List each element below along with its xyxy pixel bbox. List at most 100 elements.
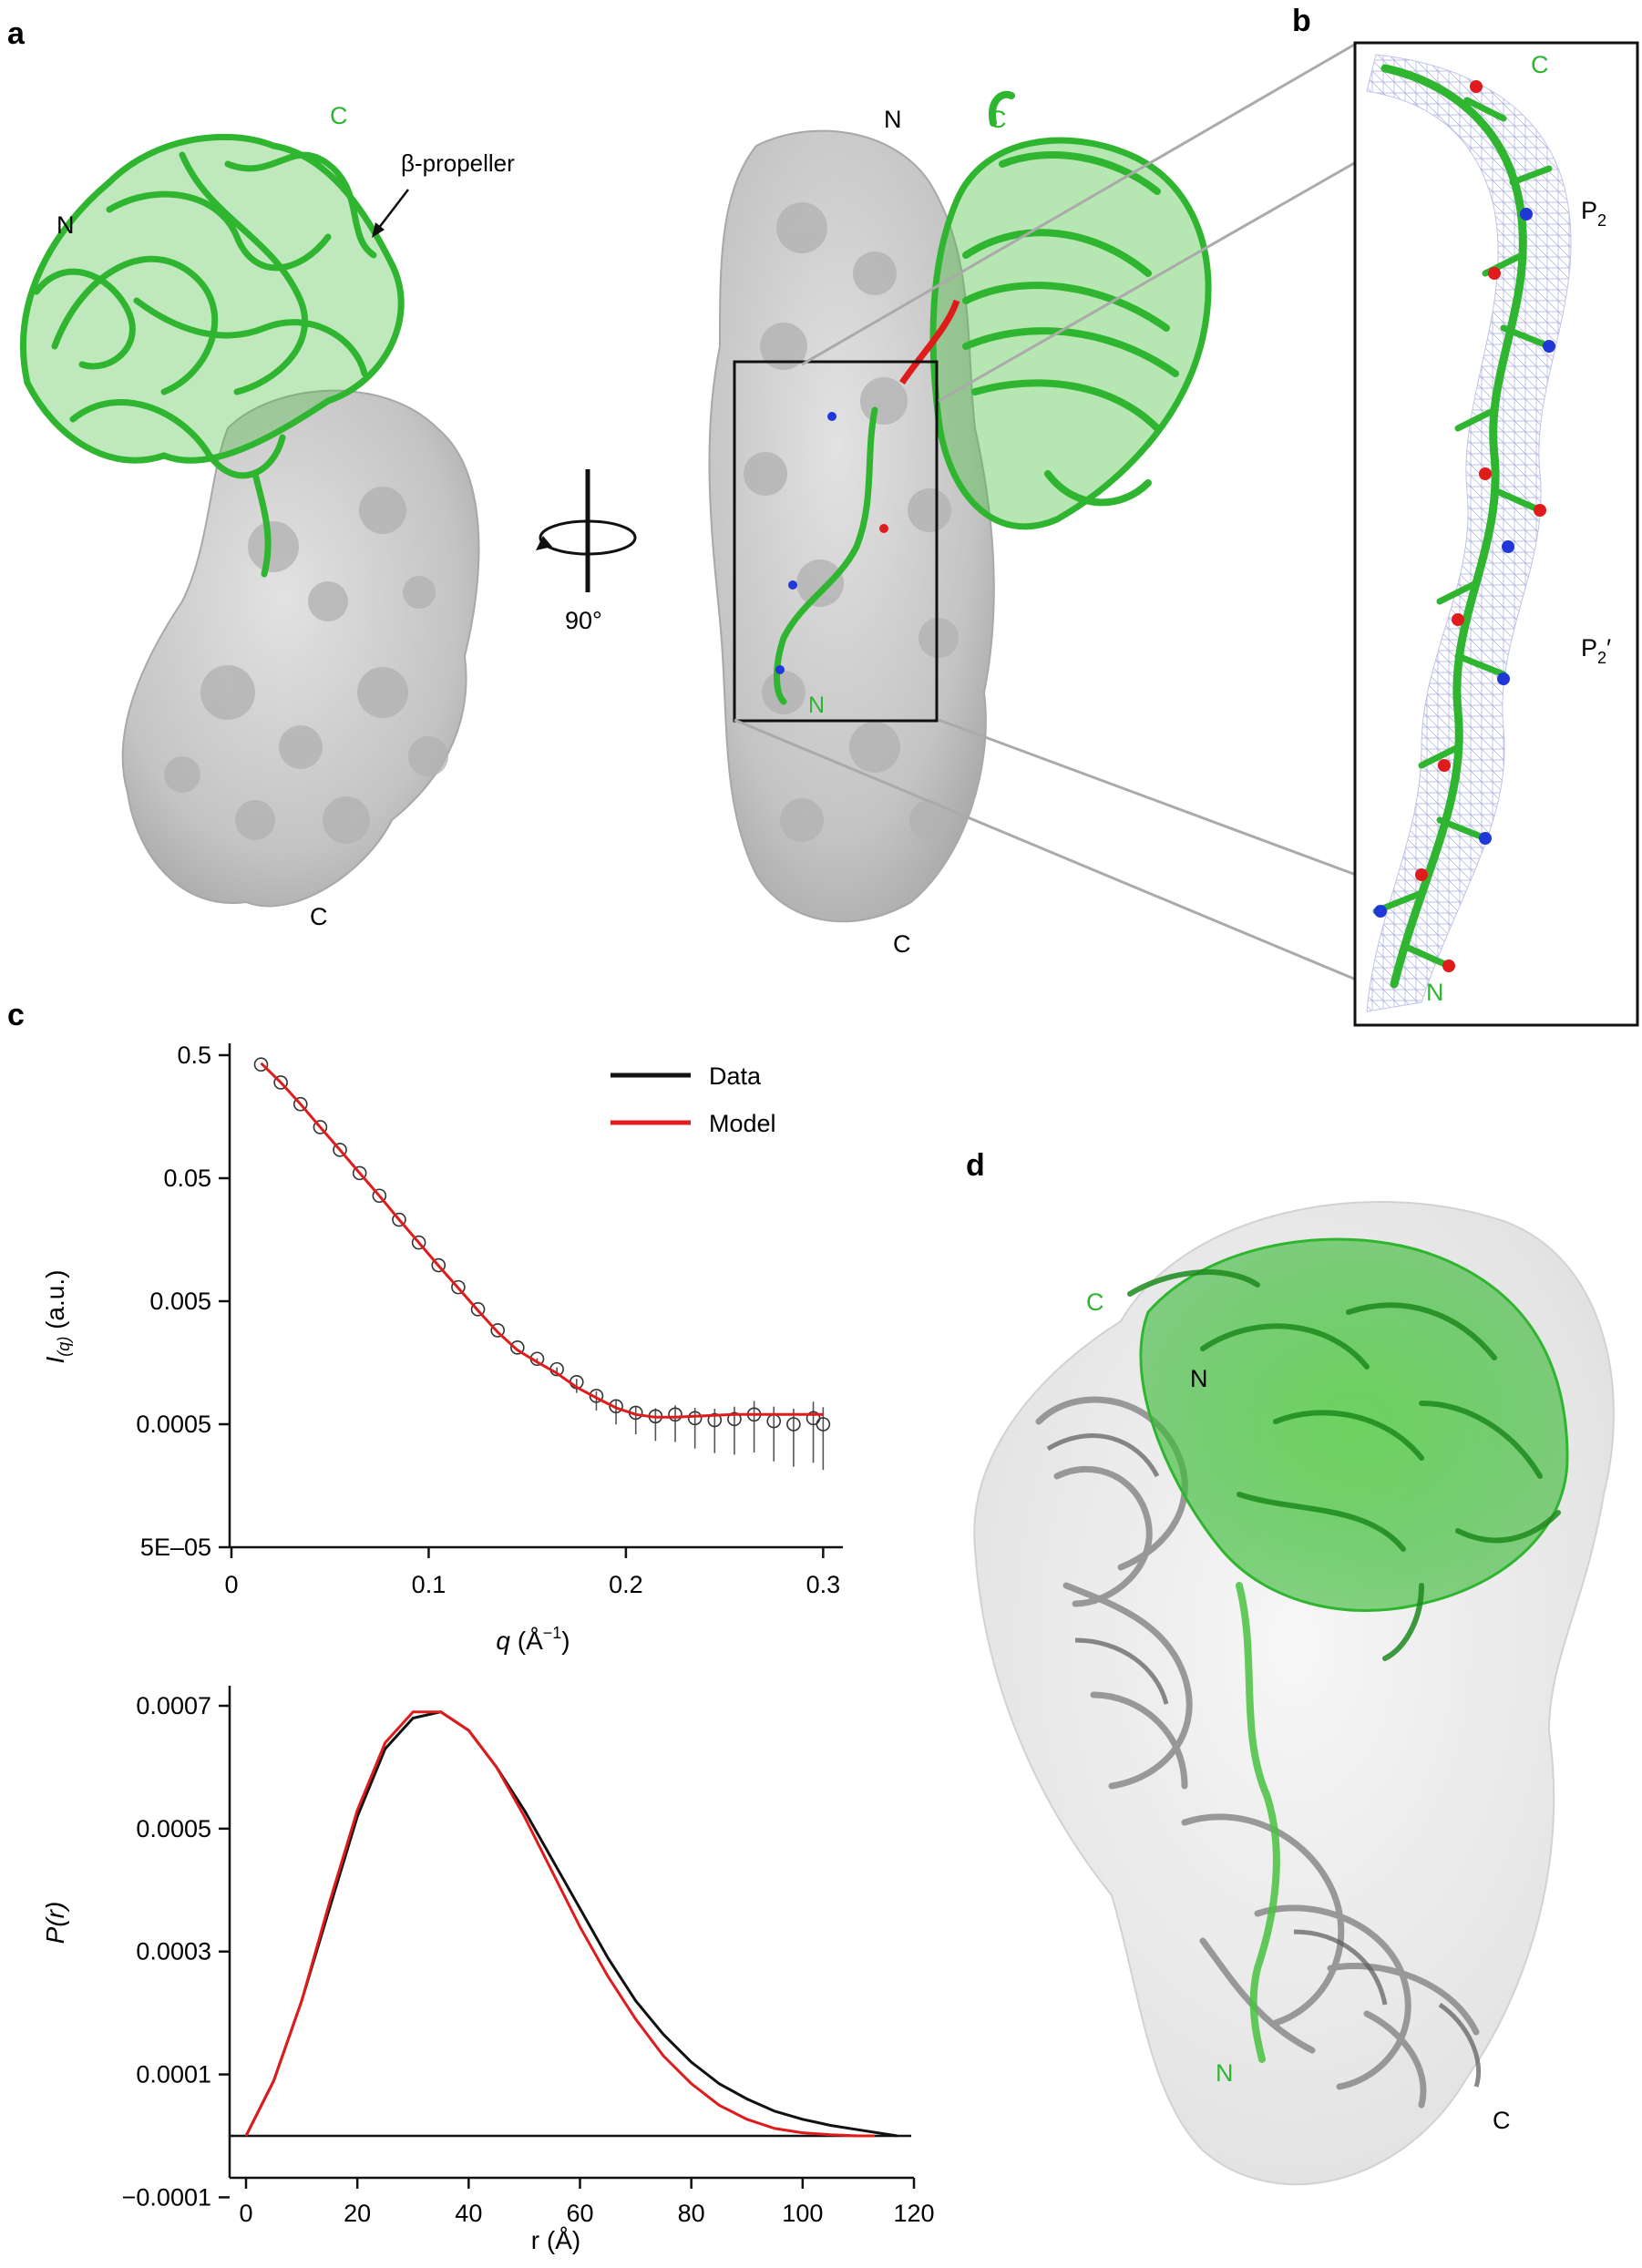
chart1-data-point — [352, 1165, 367, 1181]
chart1-data-point — [292, 1096, 308, 1112]
chart2-y-ticks: 0.0007 0.0005 0.0003 0.0001 −0.0001 — [122, 1692, 230, 2211]
chart1-y-tick-label: 5E–05 — [140, 1534, 211, 1561]
chart2-y-tick-label: 0.0005 — [136, 1815, 211, 1842]
chart1-data-point — [687, 1411, 703, 1426]
chart2-data-line — [244, 1710, 898, 2138]
chart1-data-point — [668, 1407, 682, 1422]
chart2-model-line — [244, 1710, 876, 2138]
chart2-x-tick-label: 40 — [455, 2200, 482, 2227]
chart1-data-points — [253, 1057, 831, 1432]
panel-a-left-structure: β-propeller N C C — [20, 102, 515, 930]
red-linker — [899, 299, 960, 385]
inset-box — [733, 360, 939, 723]
chart1-data-point — [609, 1399, 623, 1414]
propeller-ribbons-left — [33, 151, 377, 578]
chart1-data-point — [451, 1279, 466, 1295]
label-b-p2-prime: P2′ — [1581, 634, 1611, 667]
label-right-c-top: C — [989, 106, 1007, 133]
chart1-x-label: q (Å−1) — [496, 1624, 570, 1655]
chart1-data-point — [470, 1302, 486, 1317]
chart2-y-tick-label: −0.0001 — [122, 2183, 211, 2211]
chart1-y-tick-label: 0.005 — [149, 1288, 211, 1315]
chart1-data-point — [707, 1412, 723, 1428]
chart1-x-ticks: 0 0.1 0.2 0.3 — [224, 1547, 840, 1598]
label-b-c: C — [1531, 51, 1549, 78]
chart1-data-point — [372, 1188, 387, 1204]
zoom-lines — [734, 42, 1357, 981]
chart1-data-point — [333, 1143, 347, 1157]
chart1-data-point — [816, 1417, 831, 1432]
label-right-c-bottom: C — [893, 930, 911, 958]
label-left-c-bottom: C — [310, 903, 328, 930]
label-d-c-grey: C — [1493, 2107, 1511, 2134]
panel-d: d — [966, 1148, 1615, 2186]
grey-ensemble-dark — [1046, 1433, 1482, 2088]
chart1-model-line — [260, 1062, 824, 1419]
chart1-data-point — [490, 1323, 506, 1338]
chart1-data-point — [392, 1212, 406, 1227]
chart1-y-ticks: 0.5 0.05 0.005 0.0005 5E–05 — [136, 1042, 230, 1561]
chart1-legend: Data Model — [611, 1062, 776, 1137]
chart2-x-tick-label: 80 — [678, 2200, 705, 2227]
grey-surface-left — [121, 389, 480, 908]
chart1-data-point — [431, 1257, 446, 1273]
peptide-heteroatoms — [1374, 80, 1555, 972]
propeller-arrowhead — [372, 222, 385, 238]
panel-letter-a: a — [7, 16, 26, 51]
panel-a: a β-p — [7, 16, 1357, 981]
chart1-data-point — [313, 1120, 328, 1134]
chart2-x-ticks: 0 20 40 60 80 100 120 — [239, 2178, 935, 2227]
chart2-x-tick-label: 60 — [566, 2200, 593, 2227]
label-d-c-green: C — [1086, 1288, 1104, 1316]
chart1-data-point — [786, 1417, 801, 1432]
chart2-y-tick-label: 0.0007 — [136, 1692, 211, 1719]
chart1-y-tick-label: 0.0005 — [136, 1411, 211, 1438]
chart2-y-label: P(r) — [41, 1902, 69, 1945]
label-b-n: N — [1426, 979, 1444, 1006]
panel-letter-b: b — [1292, 4, 1311, 38]
chart1-x-tick-label: 0 — [224, 1571, 238, 1598]
label-right-n: N — [884, 106, 902, 133]
peptide-backbone — [1380, 64, 1527, 989]
chart2-x-label: r (Å) — [531, 2226, 580, 2254]
chart1-x-tick-label: 0.3 — [806, 1571, 841, 1598]
chart2-x-tick-label: 20 — [344, 2200, 371, 2227]
label-propeller: β-propeller — [401, 149, 515, 177]
green-ensemble-ribbons — [1127, 1269, 1561, 1661]
label-b-p2: P2 — [1581, 197, 1606, 230]
chart-intensity: 0.5 0.05 0.005 0.0005 5E–05 0 0.1 0.2 0.3 I(q) … — [41, 1042, 843, 1655]
label-rotation: 90° — [565, 607, 602, 634]
chart2-x-tick-label: 0 — [239, 2200, 252, 2227]
label-d-n-green: N — [1216, 2059, 1234, 2087]
rotation-indicator: 90° — [536, 469, 637, 634]
chart2-x-tick-label: 120 — [893, 2200, 934, 2227]
chart1-x-tick-label: 0.2 — [609, 1571, 643, 1598]
chart1-y-label: I(q) (a.u.) — [41, 1270, 73, 1364]
chart1-x-tick-label: 0.1 — [412, 1571, 446, 1598]
chart1-data-point — [253, 1057, 269, 1072]
label-right-n-peptide: N — [808, 693, 825, 718]
legend-data-label: Data — [709, 1062, 762, 1090]
panel-letter-d: d — [966, 1148, 985, 1183]
label-left-n: N — [56, 211, 75, 239]
rotation-arrowhead — [536, 536, 552, 550]
peptide-sidechains — [1372, 97, 1553, 970]
green-linker-tail — [1236, 1582, 1280, 2063]
chart2-y-tick-label: 0.0003 — [136, 1938, 211, 1965]
chart1-y-tick-label: 0.05 — [163, 1165, 211, 1192]
chart1-y-tick-label: 0.5 — [177, 1042, 211, 1069]
chart2-y-tick-label: 0.0001 — [136, 2061, 211, 2088]
propeller-ribbons-right — [962, 90, 1179, 507]
rotation-ellipse — [539, 519, 637, 556]
chart1-data-point — [510, 1340, 525, 1355]
panel-a-right-structure: N C C N — [708, 90, 1212, 958]
label-left-c-top: C — [330, 102, 348, 129]
legend-model-label: Model — [709, 1110, 776, 1137]
surface-texture-left — [164, 487, 448, 844]
chart1-data-point — [411, 1235, 426, 1250]
label-d-n-grey: N — [1190, 1365, 1208, 1392]
chart1-data-point — [727, 1411, 742, 1427]
surface-texture-right — [744, 202, 959, 842]
chart2-x-tick-label: 100 — [782, 2200, 823, 2227]
